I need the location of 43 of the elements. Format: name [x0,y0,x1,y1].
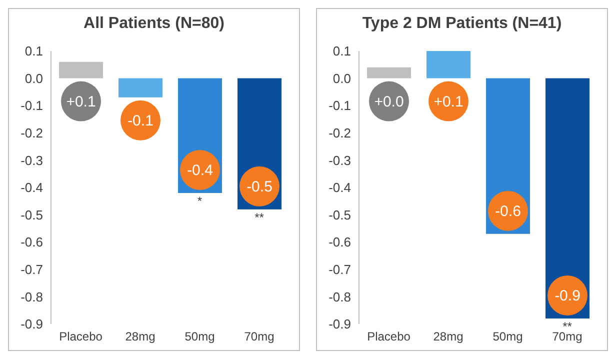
data-label: -0.6 [495,202,521,220]
bar [367,67,411,78]
y-tick-label: -0.8 [328,289,351,304]
y-tick-label: -0.3 [328,152,351,168]
y-tick-label: -0.3 [20,152,43,168]
data-label: +0.0 [374,93,404,110]
y-tick-label: -0.1 [328,98,351,114]
chart-title: All Patients (N=80) [82,15,226,34]
y-tick-label: -0.6 [20,234,43,250]
y-tick-label: -0.4 [20,180,43,196]
y-tick-label: -0.9 [328,316,351,332]
y-tick-label: -0.2 [328,126,351,141]
y-tick-label: -0.5 [20,207,43,222]
x-tick-label: Placebo [367,330,411,344]
y-tick-label: -0.1 [20,98,43,114]
y-tick-label: -0.4 [328,180,351,196]
y-tick-label: 0.1 [24,44,43,59]
y-tick-label: -0.7 [20,262,43,278]
y-tick-label: -0.9 [20,316,43,332]
y-tick-label: -0.5 [328,207,351,222]
bar [426,51,470,78]
data-label: -0.9 [554,288,580,305]
x-tick-label: 50mg [184,330,215,344]
data-label: +0.1 [434,93,464,110]
x-tick-label: 70mg [244,330,274,344]
x-tick-label: 28mg [433,330,464,344]
y-tick-label: 0.0 [24,70,43,86]
x-tick-label: Placebo [59,330,103,344]
annotation: * [197,194,202,208]
y-tick-label: 0.1 [332,44,351,59]
x-tick-label: 50mg [492,330,523,344]
y-tick-label: -0.6 [328,234,351,250]
annotation: ** [254,210,264,224]
data-label: -0.5 [246,178,272,196]
chart-title: Type 2 DM Patients (N=41) [361,15,563,34]
x-tick-label: 28mg [125,330,156,344]
y-tick-label: -0.7 [328,262,351,278]
y-tick-label: 0.0 [332,70,351,86]
data-label: -0.4 [187,162,213,179]
data-label: +0.1 [66,93,96,110]
y-tick-label: -0.2 [20,126,43,141]
y-tick-label: -0.8 [20,289,43,304]
data-label: -0.1 [128,112,154,130]
